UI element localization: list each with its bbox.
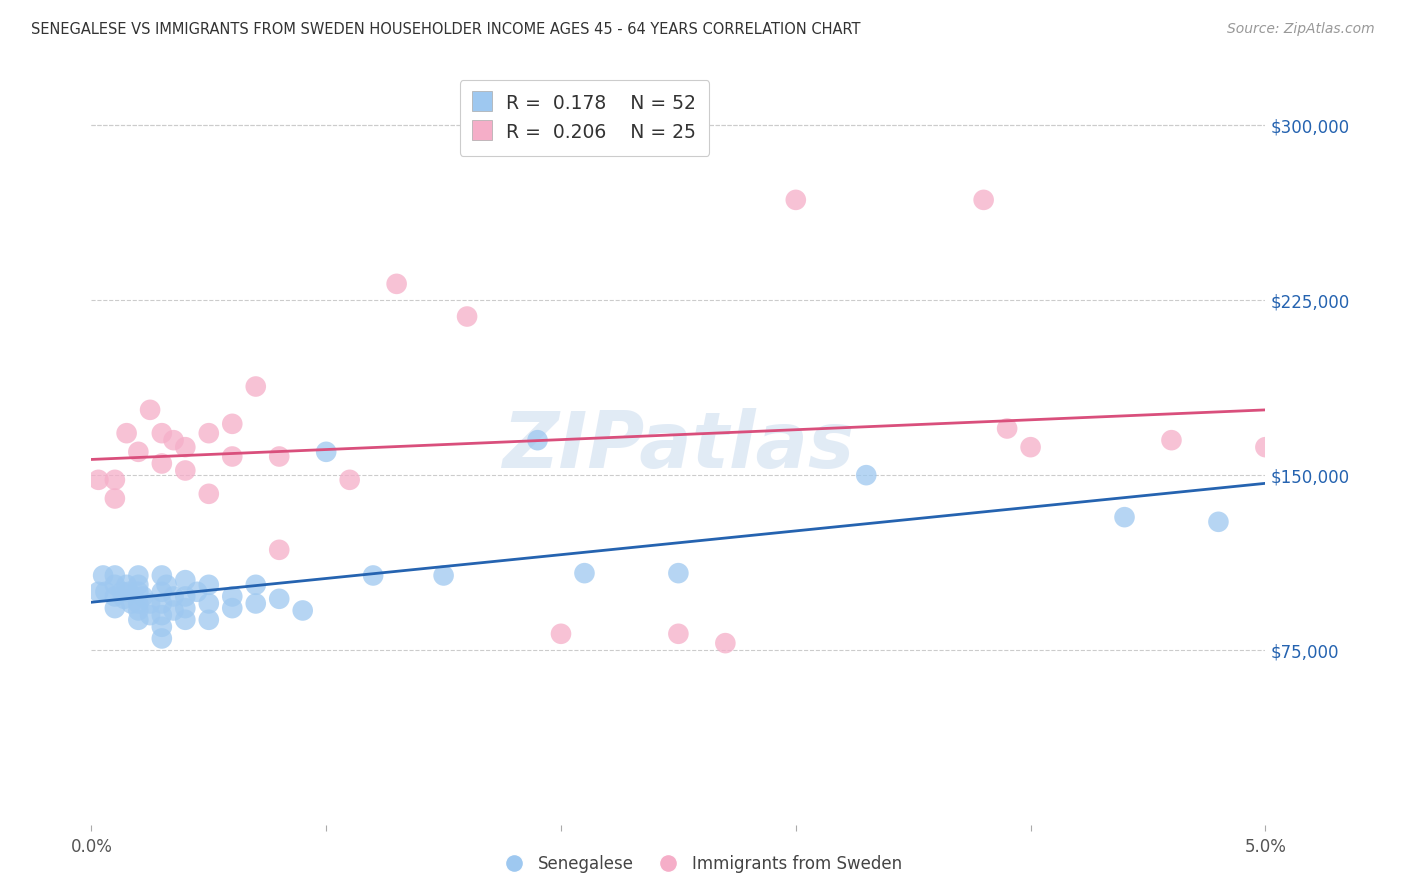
Point bbox=[361, 568, 384, 582]
Point bbox=[162, 433, 184, 447]
Text: Source: ZipAtlas.com: Source: ZipAtlas.com bbox=[1227, 22, 1375, 37]
Point bbox=[127, 597, 149, 611]
Point bbox=[197, 613, 219, 627]
Point bbox=[162, 590, 184, 604]
Point bbox=[245, 578, 267, 592]
Point bbox=[269, 542, 291, 557]
Point bbox=[127, 584, 149, 599]
Point bbox=[526, 433, 548, 447]
Point bbox=[139, 402, 162, 417]
Point bbox=[174, 573, 197, 587]
Point bbox=[291, 603, 314, 617]
Point bbox=[1019, 440, 1042, 454]
Point bbox=[127, 568, 149, 582]
Point bbox=[855, 468, 877, 483]
Legend: Senegalese, Immigrants from Sweden: Senegalese, Immigrants from Sweden bbox=[498, 848, 908, 880]
Point bbox=[174, 590, 197, 604]
Point bbox=[115, 578, 138, 592]
Point bbox=[104, 601, 127, 615]
Point bbox=[150, 426, 173, 441]
Point bbox=[456, 310, 478, 324]
Point bbox=[150, 568, 173, 582]
Point bbox=[197, 597, 219, 611]
Point bbox=[385, 277, 408, 291]
Point bbox=[269, 591, 291, 606]
Point bbox=[150, 632, 173, 646]
Point bbox=[104, 578, 127, 592]
Point bbox=[245, 597, 267, 611]
Point bbox=[174, 601, 197, 615]
Point bbox=[155, 578, 177, 592]
Point bbox=[127, 445, 149, 459]
Point bbox=[104, 473, 127, 487]
Point bbox=[197, 426, 219, 441]
Point bbox=[150, 584, 173, 599]
Point bbox=[1254, 440, 1277, 454]
Point bbox=[174, 613, 197, 627]
Point bbox=[186, 584, 208, 599]
Point bbox=[666, 627, 689, 641]
Text: SENEGALESE VS IMMIGRANTS FROM SWEDEN HOUSEHOLDER INCOME AGES 45 - 64 YEARS CORRE: SENEGALESE VS IMMIGRANTS FROM SWEDEN HOU… bbox=[31, 22, 860, 37]
Point bbox=[174, 440, 197, 454]
Point bbox=[197, 578, 219, 592]
Point bbox=[339, 473, 361, 487]
Point bbox=[132, 590, 155, 604]
Point bbox=[150, 620, 173, 634]
Point bbox=[150, 608, 173, 623]
Point bbox=[87, 473, 110, 487]
Point bbox=[315, 445, 337, 459]
Point bbox=[91, 568, 114, 582]
Point bbox=[150, 457, 173, 471]
Point bbox=[714, 636, 737, 650]
Legend: R =  0.178    N = 52, R =  0.206    N = 25: R = 0.178 N = 52, R = 0.206 N = 25 bbox=[460, 80, 710, 155]
Point bbox=[112, 591, 135, 606]
Point bbox=[973, 193, 995, 207]
Point bbox=[1114, 510, 1136, 524]
Point bbox=[221, 590, 243, 604]
Point bbox=[150, 597, 173, 611]
Point bbox=[785, 193, 807, 207]
Point bbox=[1160, 433, 1182, 447]
Point bbox=[127, 613, 149, 627]
Point bbox=[120, 597, 142, 611]
Point bbox=[118, 584, 141, 599]
Text: ZIPatlas: ZIPatlas bbox=[502, 408, 855, 484]
Point bbox=[245, 379, 267, 393]
Point bbox=[104, 491, 127, 506]
Point bbox=[574, 566, 596, 581]
Point bbox=[995, 421, 1018, 435]
Point bbox=[94, 584, 117, 599]
Point bbox=[197, 487, 219, 501]
Point bbox=[221, 450, 243, 464]
Point bbox=[104, 590, 127, 604]
Point bbox=[104, 568, 127, 582]
Point bbox=[139, 597, 162, 611]
Point bbox=[550, 627, 572, 641]
Point bbox=[221, 417, 243, 431]
Point bbox=[162, 603, 184, 617]
Point bbox=[174, 463, 197, 477]
Point bbox=[111, 584, 134, 599]
Point bbox=[269, 450, 291, 464]
Point bbox=[666, 566, 689, 581]
Point bbox=[221, 601, 243, 615]
Point bbox=[127, 578, 149, 592]
Point bbox=[87, 584, 110, 599]
Point bbox=[115, 426, 138, 441]
Point bbox=[139, 608, 162, 623]
Point bbox=[127, 603, 149, 617]
Point bbox=[432, 568, 454, 582]
Point bbox=[1208, 515, 1230, 529]
